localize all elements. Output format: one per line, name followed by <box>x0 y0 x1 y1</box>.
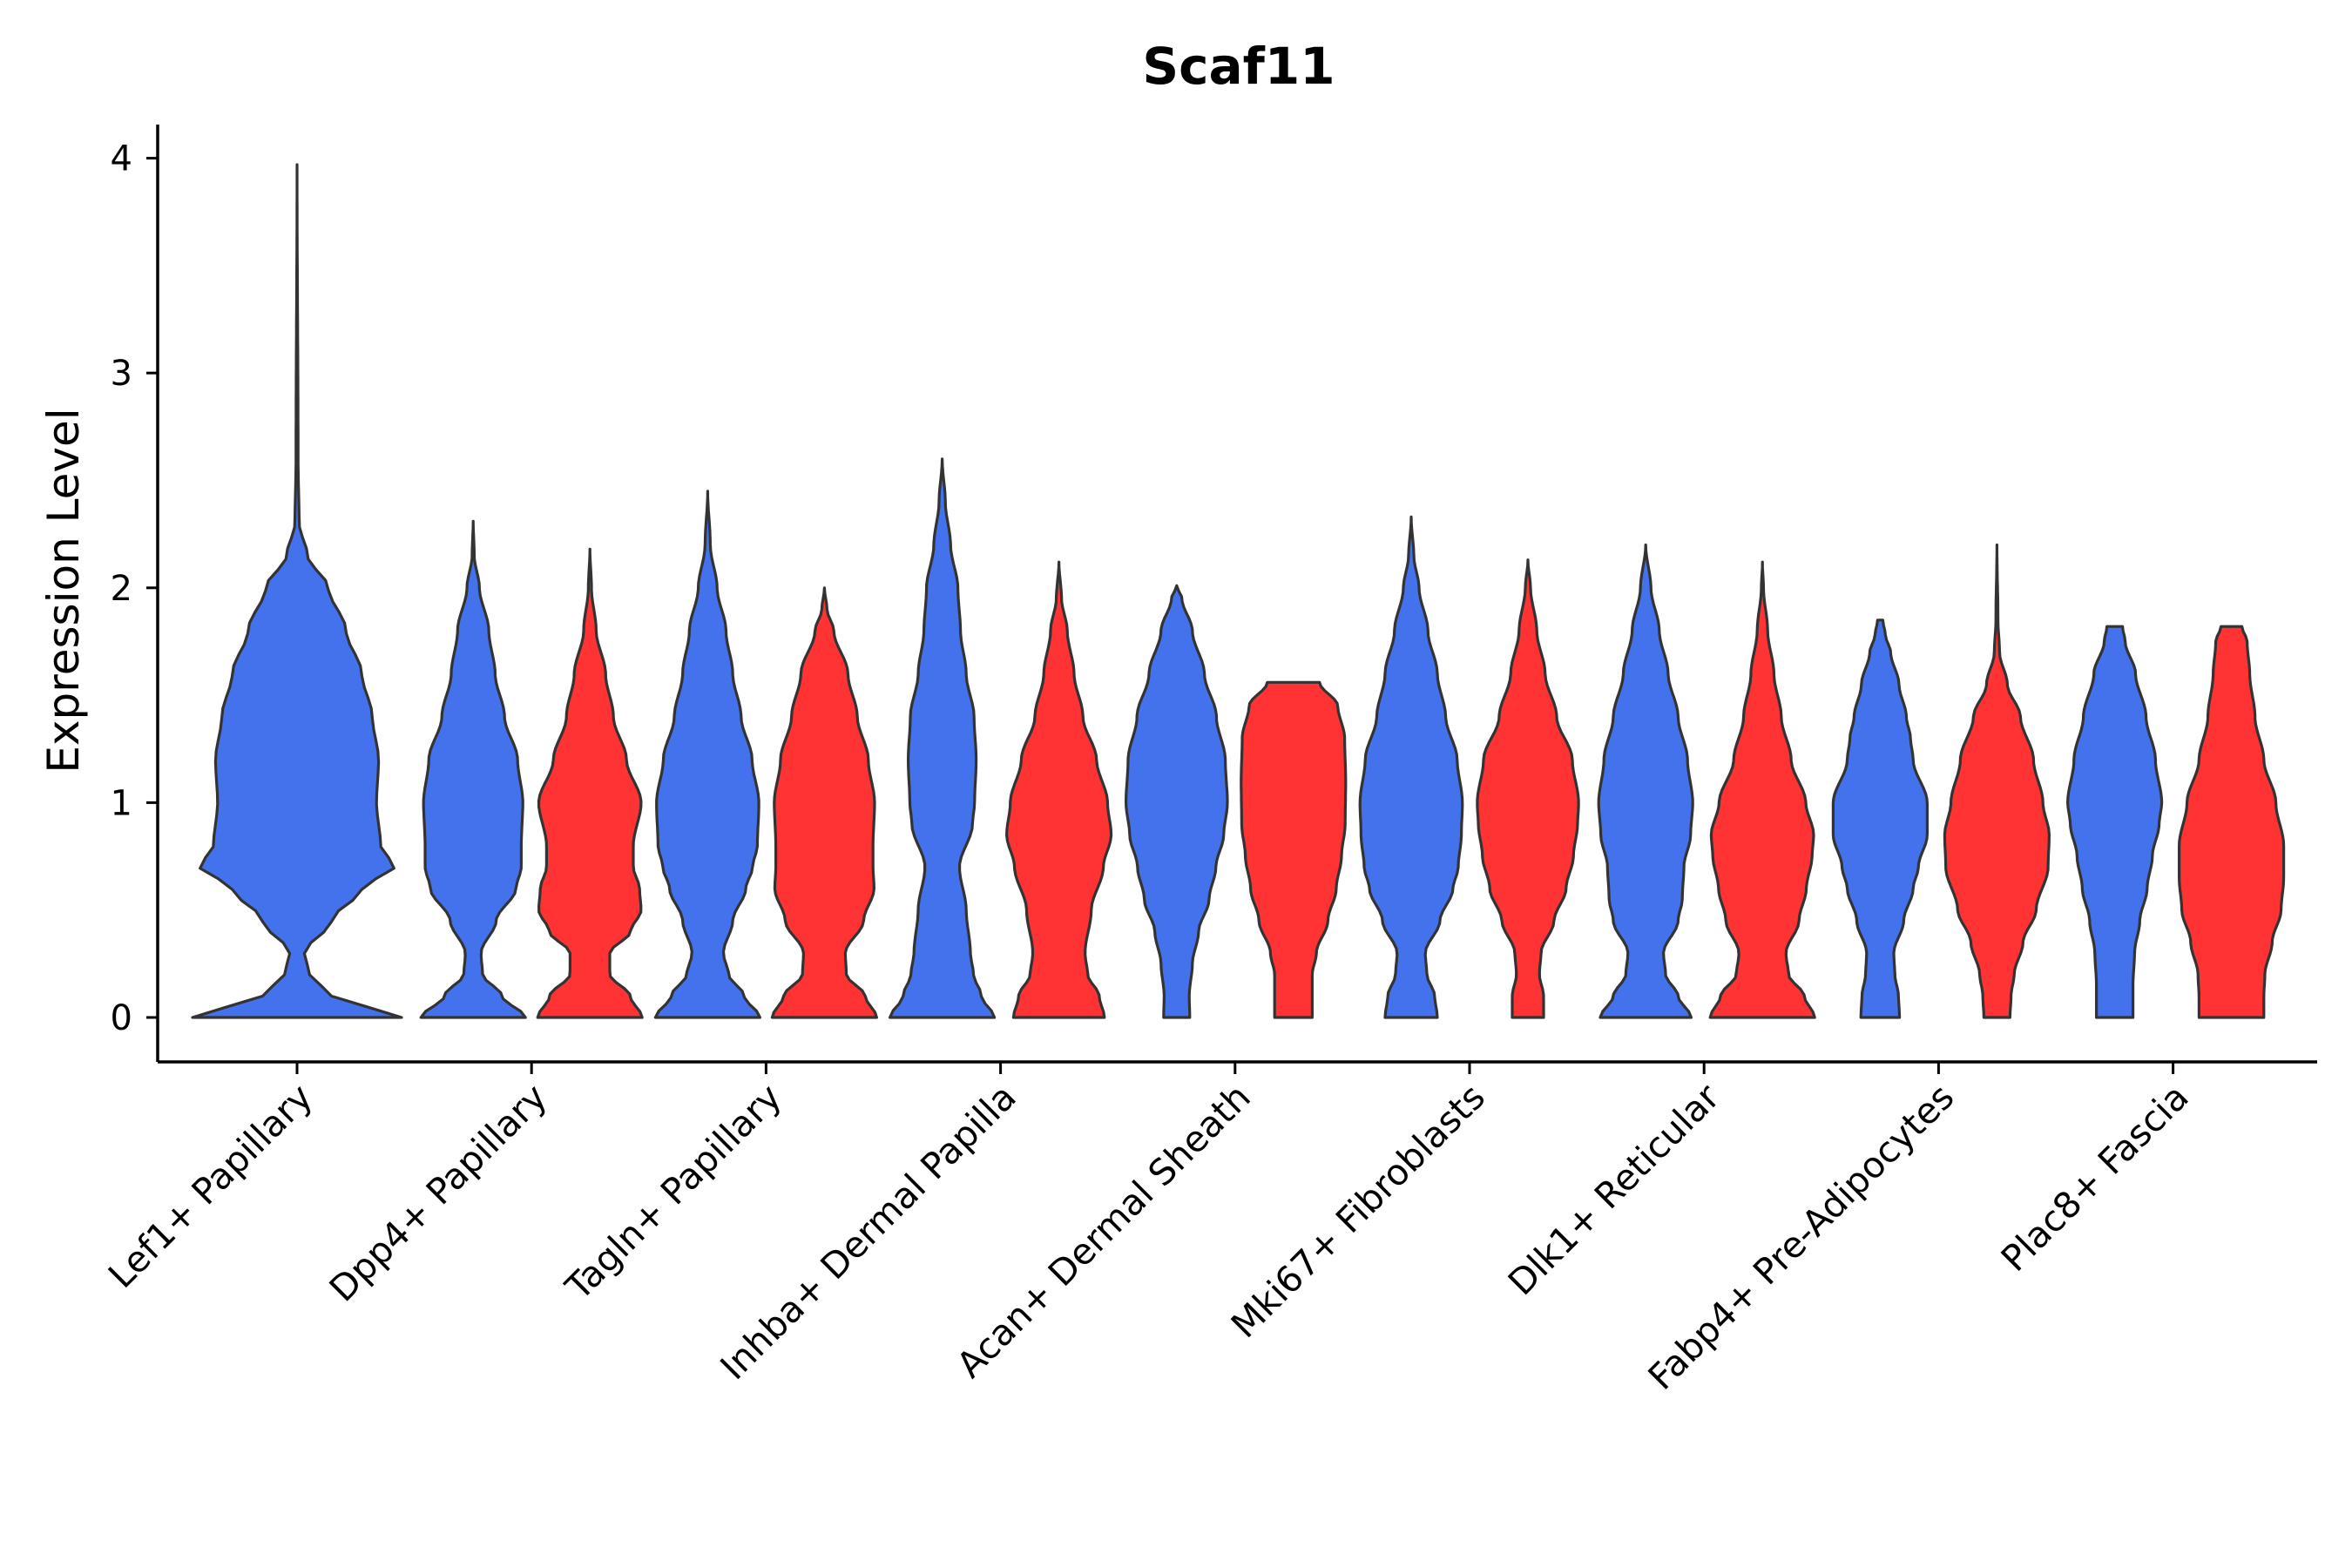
x-category-label: Mki67+ Fibroblasts <box>1223 1076 1493 1346</box>
y-tick-label: 2 <box>111 569 132 609</box>
violin-group1 <box>1831 618 1929 1019</box>
y-tick-label: 4 <box>111 139 132 179</box>
violin-group2 <box>2178 625 2286 1019</box>
violin-group1 <box>2066 625 2164 1019</box>
violin-group2 <box>770 586 878 1019</box>
violin-group1 <box>1358 515 1464 1019</box>
x-category-label: Plac8+ Fascia <box>1993 1076 2197 1280</box>
x-category-label: Tagln+ Papillary <box>557 1076 789 1308</box>
violin-group1 <box>653 490 761 1019</box>
axes-layer <box>156 125 2317 1064</box>
violin-group2 <box>1943 543 2051 1019</box>
violin-group2 <box>1240 680 1348 1019</box>
y-ticks-layer: 0 1 2 3 4 <box>111 139 158 1038</box>
y-axis-title: Expression Level <box>38 408 89 773</box>
y-tick-label: 1 <box>111 783 132 823</box>
violin-group1 <box>191 163 403 1019</box>
violin-group1 <box>419 519 527 1019</box>
violin-group1 <box>1125 584 1229 1019</box>
violins-layer <box>191 163 2286 1019</box>
x-category-label: Lef1+ Papillary <box>100 1076 321 1296</box>
y-tick-label: 0 <box>111 998 132 1038</box>
x-ticks-layer: Lef1+ Papillary Dpp4+ Papillary Tagln+ Pap… <box>100 1062 2197 1398</box>
violin-group2 <box>1005 560 1113 1019</box>
violin-group1 <box>1597 543 1694 1019</box>
violin-group1 <box>889 457 997 1019</box>
violin-group2 <box>1476 558 1580 1019</box>
violin-group2 <box>1708 560 1816 1019</box>
chart-title: Scaf11 <box>1142 37 1335 96</box>
x-category-label: Dlk1+ Reticular <box>1500 1076 1727 1303</box>
violin-group2 <box>536 547 644 1019</box>
x-category-label: Dpp4+ Papillary <box>321 1076 555 1309</box>
y-tick-label: 3 <box>111 354 132 394</box>
